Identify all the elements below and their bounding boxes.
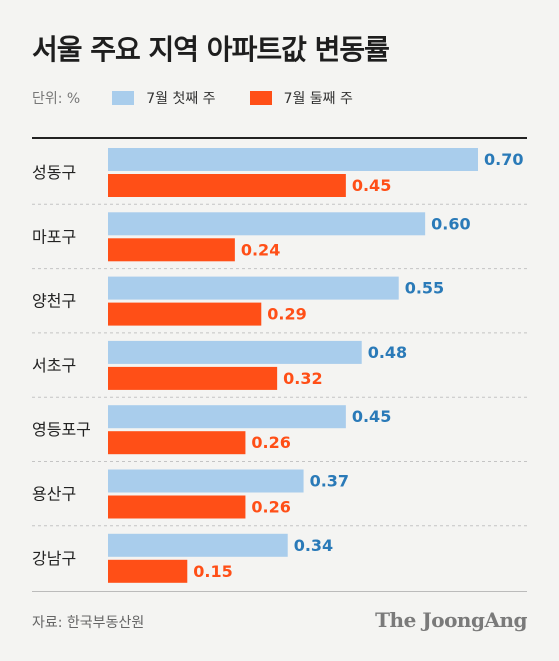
category-label: 마포구 (32, 227, 76, 246)
data-label: 0.37 (310, 472, 349, 491)
category-label: 영등포구 (32, 420, 91, 439)
source-note: 자료: 한국부동산원 (32, 615, 145, 631)
bar-week2 (108, 495, 246, 519)
category-label: 양천구 (32, 292, 76, 311)
unit-label: 단위: % (32, 91, 81, 107)
data-label: 0.32 (283, 369, 322, 388)
data-label: 0.45 (352, 176, 391, 195)
bar-week1 (108, 212, 426, 236)
data-label: 0.15 (193, 562, 232, 581)
legend-item-week1: 7월 첫째 주 (112, 88, 216, 108)
data-label: 0.48 (368, 343, 407, 362)
bar-week1 (108, 469, 304, 493)
legend-label-week2: 7월 둘째 주 (283, 91, 353, 107)
bottom-rule (32, 591, 527, 592)
bar-week2 (108, 174, 346, 197)
data-label: 0.24 (241, 240, 280, 259)
legend: 단위: % 7월 첫째 주 7월 둘째 주 (32, 88, 387, 108)
top-rule (32, 137, 527, 139)
data-label: 0.26 (251, 433, 290, 452)
data-label: 0.26 (251, 498, 290, 517)
category-label: 서초구 (32, 356, 76, 375)
legend-swatch-week2 (249, 91, 272, 105)
bar-week2 (108, 559, 188, 583)
data-label: 0.29 (267, 305, 306, 324)
bar-week1 (108, 405, 346, 429)
chart-title: 서울 주요 지역 아파트값 변동률 (32, 33, 390, 66)
bar-week2 (108, 302, 262, 326)
bar-week2 (108, 238, 235, 262)
category-label: 강남구 (32, 549, 76, 568)
bar-week1 (108, 533, 288, 557)
category-label: 성동구 (32, 163, 76, 182)
bar-week1 (108, 148, 478, 171)
publisher-logo: The JoongAng (375, 608, 527, 632)
bar-week1 (108, 276, 399, 300)
data-label: 0.34 (294, 536, 333, 555)
bar-week2 (108, 431, 246, 455)
category-label: 용산구 (32, 485, 76, 504)
data-label: 0.45 (352, 407, 391, 426)
bar-week2 (108, 366, 278, 390)
legend-label-week1: 7월 첫째 주 (146, 91, 216, 107)
data-label: 0.70 (484, 150, 523, 169)
legend-item-week2: 7월 둘째 주 (249, 88, 353, 108)
bar-week1 (108, 340, 362, 364)
data-label: 0.60 (431, 214, 470, 233)
legend-swatch-week1 (112, 91, 135, 105)
data-label: 0.55 (405, 279, 444, 298)
bar-chart: 성동구 0.70 0.45 마포구 0.60 0.24 양천구 0.55 0.29 서초구 0.48… (32, 148, 527, 583)
